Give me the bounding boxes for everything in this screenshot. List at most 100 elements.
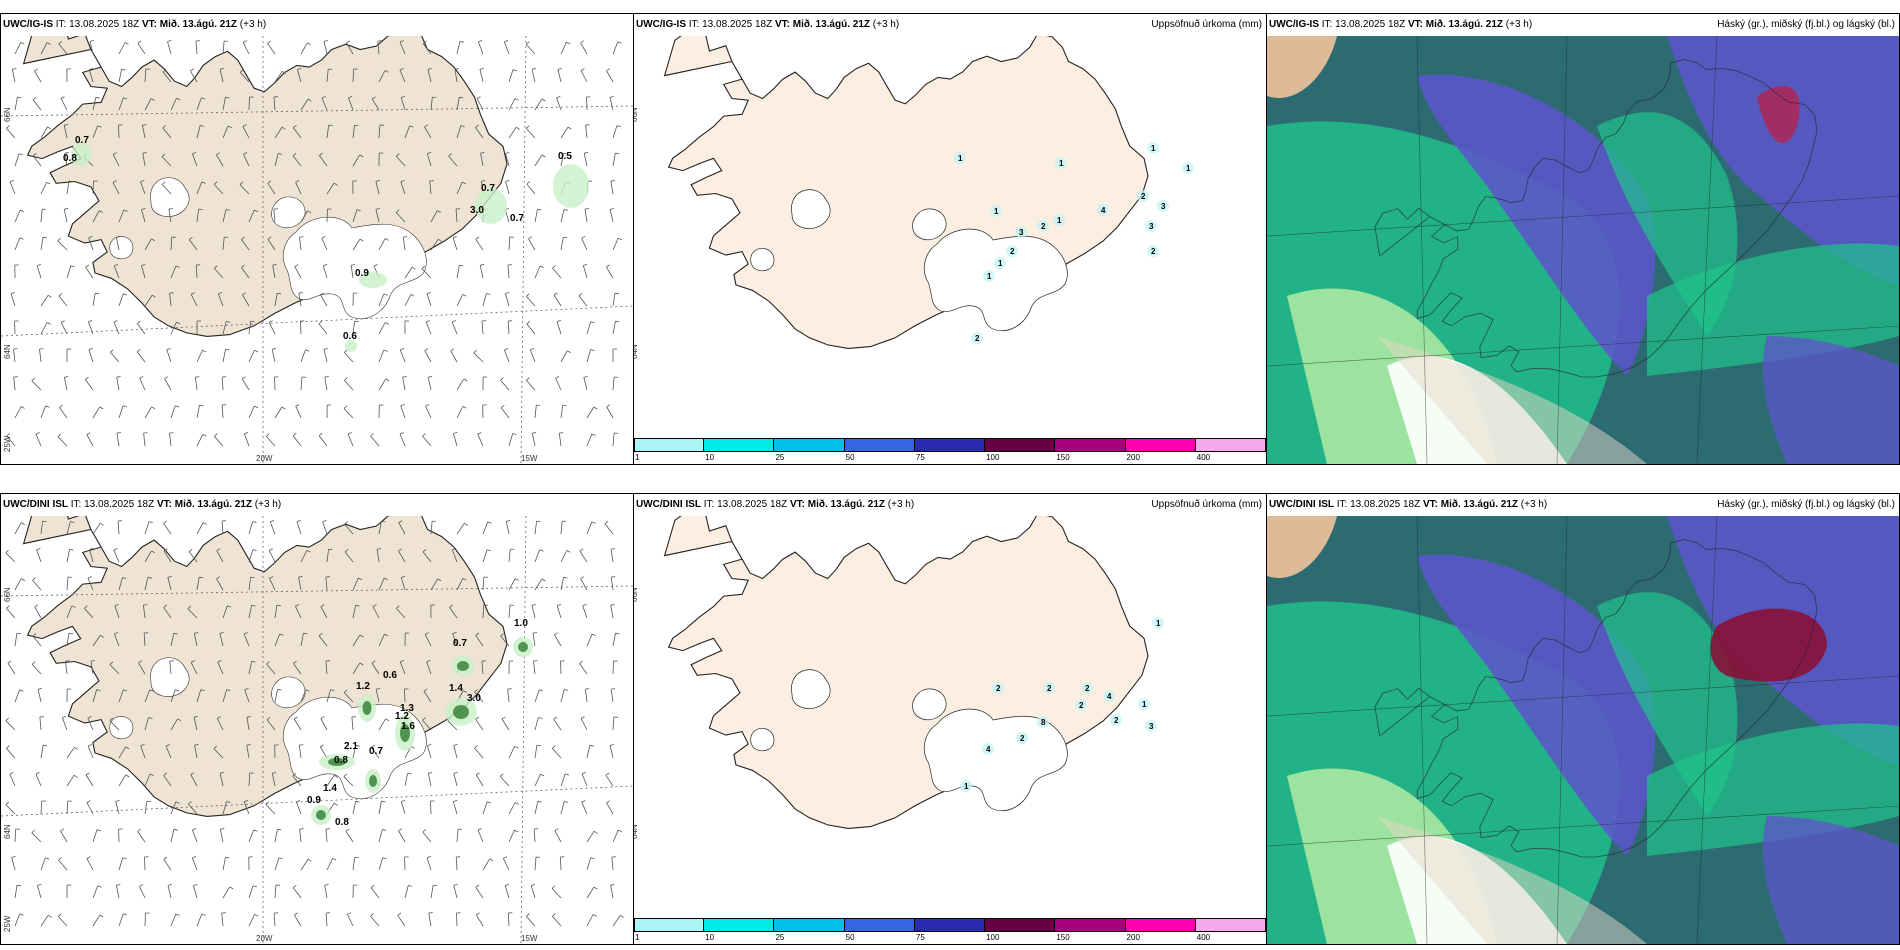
wind-barb: [425, 632, 429, 635]
wind-barb: [146, 800, 151, 803]
wind-barb: [560, 577, 564, 591]
wind-barb: [125, 774, 130, 778]
wind-barb: [400, 348, 405, 351]
wind-barb: [199, 404, 204, 407]
wind-barb: [14, 689, 20, 703]
cloud-layer: [1647, 723, 1899, 856]
wind-barb: [243, 801, 250, 815]
wind-barb: [384, 70, 389, 73]
wind-barb: [149, 689, 154, 692]
wind-barb: [427, 377, 432, 391]
wind-barb: [564, 209, 568, 211]
wind-barb: [500, 377, 504, 381]
wind-barb: [411, 266, 416, 270]
wind-barb: [279, 633, 284, 636]
wind-barb: [370, 884, 375, 888]
iceland-map-group: [663, 36, 1149, 349]
wind-barb: [430, 210, 438, 223]
wind-barb: [456, 97, 460, 111]
wind-barb: [86, 432, 91, 435]
wind-barb: [320, 294, 328, 307]
wind-barb: [430, 97, 433, 111]
wind-barb: [116, 884, 121, 886]
wind-barb: [355, 744, 360, 747]
wind-barb: [320, 744, 324, 748]
wind-barb: [480, 152, 485, 154]
wind-barb: [293, 663, 302, 675]
wind-barb: [248, 661, 253, 675]
wind-barb: [581, 772, 587, 775]
wind-barb: [295, 606, 302, 619]
wind-barb: [581, 800, 586, 803]
wind-barb: [352, 577, 359, 591]
wind-barb: [321, 237, 328, 251]
wind-barb: [370, 915, 380, 927]
precip-patch: [954, 152, 966, 164]
wind-barb: [229, 886, 234, 890]
wind-barb: [66, 265, 72, 279]
wind-barb: [163, 859, 172, 871]
wind-barb: [116, 376, 121, 378]
wind-barb: [66, 800, 69, 815]
wind-barb: [508, 126, 517, 139]
glacier: [283, 216, 427, 320]
wind-barb: [453, 885, 458, 899]
wind-barb: [323, 348, 328, 350]
wind-barb: [582, 605, 588, 619]
wind-barb: [222, 886, 231, 899]
wind-barb: [508, 578, 516, 591]
wind-barb: [140, 744, 145, 747]
wind-barb: [611, 857, 614, 871]
wind-barb: [88, 321, 94, 335]
wind-barb: [534, 154, 543, 167]
wind-barb: [222, 605, 228, 619]
wind-barb: [88, 349, 94, 363]
wind-barb: [60, 828, 65, 832]
wind-barb: [562, 404, 567, 406]
wind-barb: [201, 913, 206, 916]
wind-barb: [193, 633, 198, 647]
wind-barb: [580, 70, 588, 83]
wind-barb: [383, 293, 388, 296]
wind-barb: [399, 433, 406, 447]
wind-barb: [560, 237, 564, 251]
wind-barb: [16, 632, 21, 635]
wind-barb: [31, 380, 42, 391]
cloud-map: [1267, 36, 1899, 464]
wind-barb: [352, 238, 361, 251]
wind-barb: [580, 42, 588, 55]
colorbar-tick: 75: [915, 933, 925, 942]
wind-barb: [463, 378, 468, 382]
wind-barb: [352, 321, 356, 335]
lon-label-20: 20W: [256, 934, 273, 943]
wind-barb: [359, 662, 364, 666]
wind-barb: [427, 744, 432, 746]
wind-barb: [563, 236, 568, 239]
cloud-layer: [1377, 816, 1647, 944]
wind-barb: [318, 320, 323, 325]
wind-barb: [87, 576, 92, 579]
wind-barb: [398, 548, 403, 552]
wind-barb: [500, 379, 510, 391]
wind-barb: [300, 320, 302, 335]
wind-barb: [352, 125, 355, 139]
cloud-map: [1267, 516, 1899, 944]
wind-barb: [422, 433, 426, 437]
wind-barb: [410, 294, 415, 297]
wind-barb: [326, 125, 330, 139]
wind-barb: [254, 209, 259, 213]
wind-barb: [113, 152, 117, 155]
wind-barb: [526, 913, 530, 917]
gust-patch: [475, 188, 507, 224]
wind-barb: [164, 378, 172, 391]
wind-barb: [62, 716, 67, 719]
wind-barb: [479, 68, 484, 70]
wind-barb: [324, 884, 329, 886]
wind-barb: [528, 236, 533, 240]
wind-barb: [265, 436, 276, 447]
wind-barb: [382, 857, 387, 860]
wind-barb: [14, 522, 22, 535]
wind-barb: [118, 124, 120, 139]
wind-barb: [65, 660, 70, 662]
wind-speed-label: 0.9: [307, 795, 321, 806]
